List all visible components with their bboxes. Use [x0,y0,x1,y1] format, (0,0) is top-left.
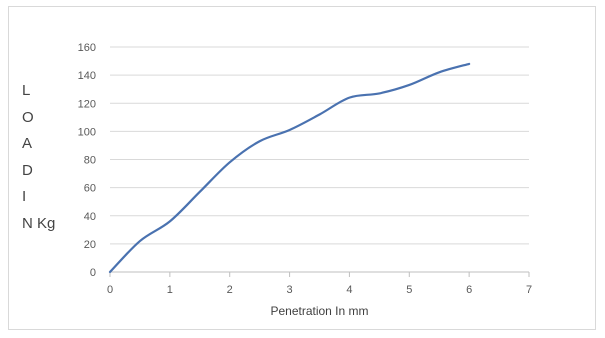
x-tick-label: 5 [406,284,412,296]
y-tick-label: 20 [84,239,96,251]
x-tick-label: 6 [466,284,472,296]
gridlines [110,46,529,245]
series-line [108,62,471,274]
y-axis-label-line: A [22,135,33,152]
x-tick-label: 1 [167,284,173,296]
y-tick-label: 160 [78,42,96,54]
x-tick-label: 3 [287,284,293,296]
y-tick-label: 140 [78,70,96,82]
y-tick-labels: 0 20 40 60 80 100 120 140 160 [78,42,96,279]
y-tick-label: 100 [78,126,96,138]
x-tick-labels: 0 1 2 3 4 5 6 7 [107,284,532,296]
x-axis-label: Penetration In mm [270,304,368,318]
y-tick-label: 40 [84,211,96,223]
x-tick-label: 4 [346,284,352,296]
x-tick-label: 0 [107,284,113,296]
x-tick-label: 7 [526,284,532,296]
y-axis-label: L O A D I N Kg [22,78,78,237]
chart-frame [8,6,596,330]
y-tick-label: 60 [84,183,96,195]
y-tick-label: 120 [78,98,96,110]
y-axis-label-line: N Kg [22,214,56,232]
y-tick-label: 80 [84,155,96,167]
y-axis-label-line: I [22,188,27,205]
series-group [108,62,471,274]
y-axis-label-line: L [22,82,31,99]
y-tick-label: 0 [90,267,96,279]
y-axis-label-line: O [22,108,34,126]
x-tick-label: 2 [227,284,233,296]
y-axis-label-line: D [22,161,33,179]
axes [109,271,530,277]
